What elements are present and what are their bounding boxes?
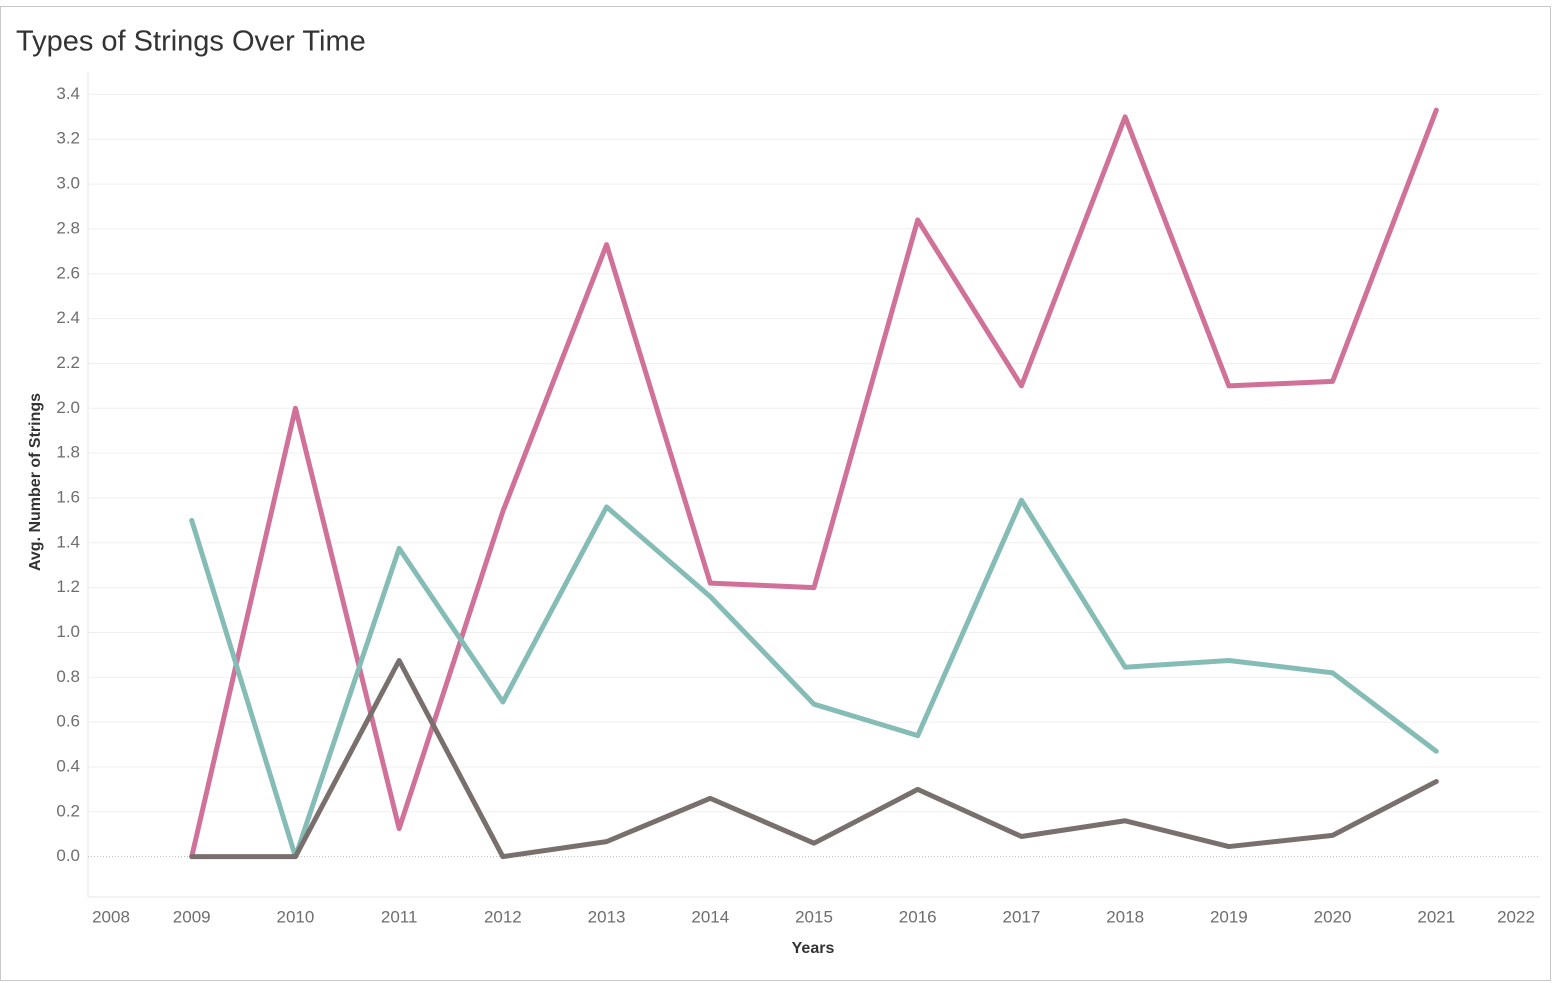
- y-tick-label: 2.8: [56, 218, 80, 237]
- y-tick-label: 0.8: [56, 667, 80, 686]
- y-tick-label: 0.6: [56, 712, 80, 731]
- x-tick-label: 2017: [1003, 907, 1041, 926]
- x-tick-label: 2015: [795, 907, 833, 926]
- frame: [0, 6, 1551, 981]
- y-tick-label: 3.0: [56, 174, 80, 193]
- y-axis-label: Avg. Number of Strings: [27, 393, 44, 571]
- x-tick-label: 2022: [1497, 907, 1535, 926]
- series-line: [189, 107, 1439, 860]
- y-tick-label: 2.4: [56, 308, 80, 327]
- y-tick-label: 2.2: [56, 353, 80, 372]
- y-tick-label: 3.2: [56, 129, 80, 148]
- x-tick-label: 2008: [92, 907, 130, 926]
- y-tick-label: 0.0: [56, 846, 80, 865]
- y-tick-label: 1.8: [56, 443, 80, 462]
- x-tick-label: 2011: [381, 907, 418, 926]
- x-tick-label: 2009: [173, 907, 211, 926]
- y-tick-label: 1.6: [56, 487, 80, 506]
- y-tick-label: 3.4: [56, 84, 80, 103]
- x-tick-label: 2019: [1210, 907, 1248, 926]
- x-tick-label: 2010: [277, 907, 315, 926]
- y-tick-label: 1.4: [56, 532, 80, 551]
- x-tick-label: 2016: [899, 907, 937, 926]
- series-line: [189, 657, 1439, 860]
- y-tick-label: 0.4: [56, 756, 80, 775]
- y-tick-label: 1.2: [56, 577, 80, 596]
- x-tick-label: 2018: [1106, 907, 1144, 926]
- x-axis-label: Years: [792, 940, 835, 957]
- y-tick-label: 2.6: [56, 263, 80, 282]
- y-tick-label: 1.0: [56, 622, 80, 641]
- y-tick-label: 0.2: [56, 801, 80, 820]
- x-tick-label: 2021: [1417, 907, 1455, 926]
- series-line: [189, 497, 1439, 860]
- chart-title: Types of Strings Over Time: [16, 26, 366, 58]
- y-tick-label: 2.0: [56, 398, 80, 417]
- x-tick-label: 2012: [484, 907, 522, 926]
- x-tick-label: 2013: [588, 907, 626, 926]
- x-tick-label: 2014: [691, 907, 729, 926]
- x-tick-label: 2020: [1314, 907, 1352, 926]
